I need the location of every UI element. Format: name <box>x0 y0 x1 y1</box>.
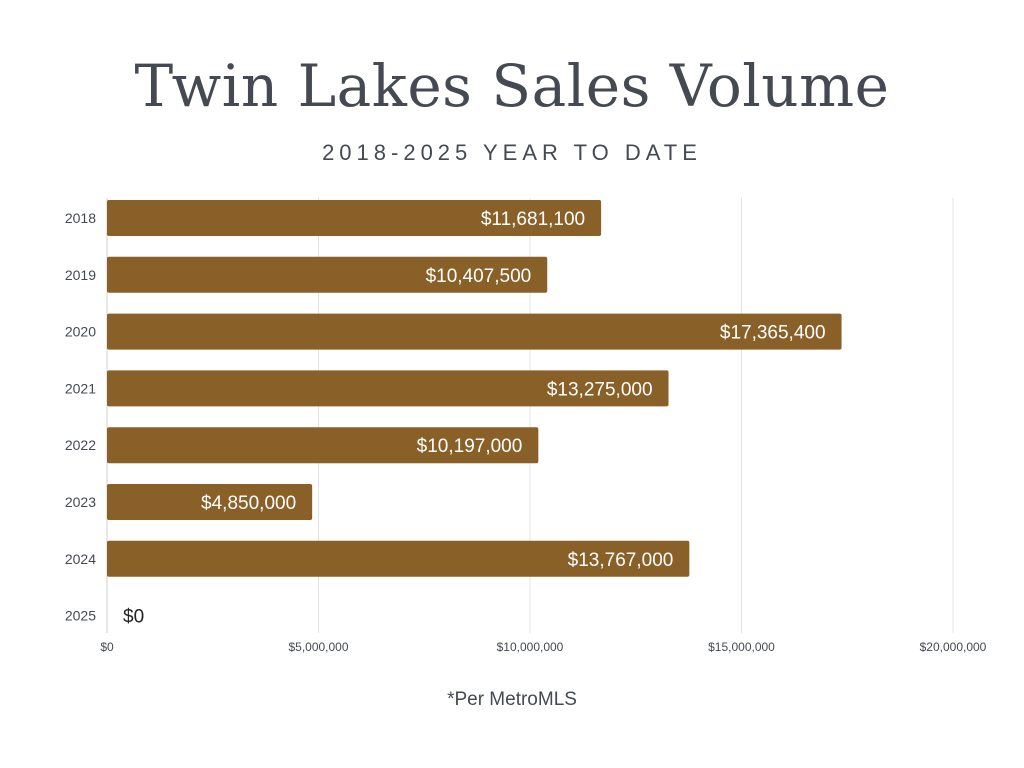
footnote: *Per MetroMLS <box>447 689 577 710</box>
category-label: 2024 <box>65 551 96 567</box>
category-label: 2025 <box>65 608 96 624</box>
x-tick-label: $0 <box>100 640 114 654</box>
bar <box>107 313 842 350</box>
category-label: 2023 <box>65 494 96 510</box>
data-label: $0 <box>123 607 144 628</box>
bar <box>107 200 602 236</box>
category-label: 2022 <box>65 437 96 453</box>
bar <box>107 427 539 464</box>
category-label: 2020 <box>65 324 96 340</box>
bars <box>107 200 842 577</box>
x-axis-labels: $0 $5,000,000 $10,000,000 $15,000,000 $20,00… <box>100 640 986 654</box>
bar <box>107 484 313 520</box>
y-axis-labels: 2018 2019 2020 2021 2022 2023 2024 2025 <box>65 210 96 624</box>
category-label: 2018 <box>65 210 96 226</box>
data-label: $13,767,000 <box>568 550 674 571</box>
x-tick-label: $15,000,000 <box>708 640 775 654</box>
data-label: $11,681,100 <box>481 209 585 230</box>
data-label: $13,275,000 <box>547 379 653 400</box>
bar <box>107 256 548 293</box>
x-tick-label: $20,000,000 <box>920 640 987 654</box>
chart-title: Twin Lakes Sales Volume <box>134 52 890 120</box>
x-tick-label: $5,000,000 <box>288 640 348 654</box>
data-label: $4,850,000 <box>201 493 296 514</box>
x-tick-label: $10,000,000 <box>497 640 564 654</box>
data-labels: $11,681,100 $10,407,500 $17,365,400 $13,275… <box>123 209 826 628</box>
category-label: 2021 <box>65 380 96 396</box>
data-label: $10,197,000 <box>417 436 523 457</box>
category-label: 2019 <box>65 267 96 283</box>
data-label: $10,407,500 <box>426 266 532 287</box>
chart-subtitle: 2018-2025 YEAR TO DATE <box>322 140 702 165</box>
data-label: $17,365,400 <box>720 323 826 344</box>
bar <box>107 540 690 577</box>
bar <box>107 370 669 407</box>
